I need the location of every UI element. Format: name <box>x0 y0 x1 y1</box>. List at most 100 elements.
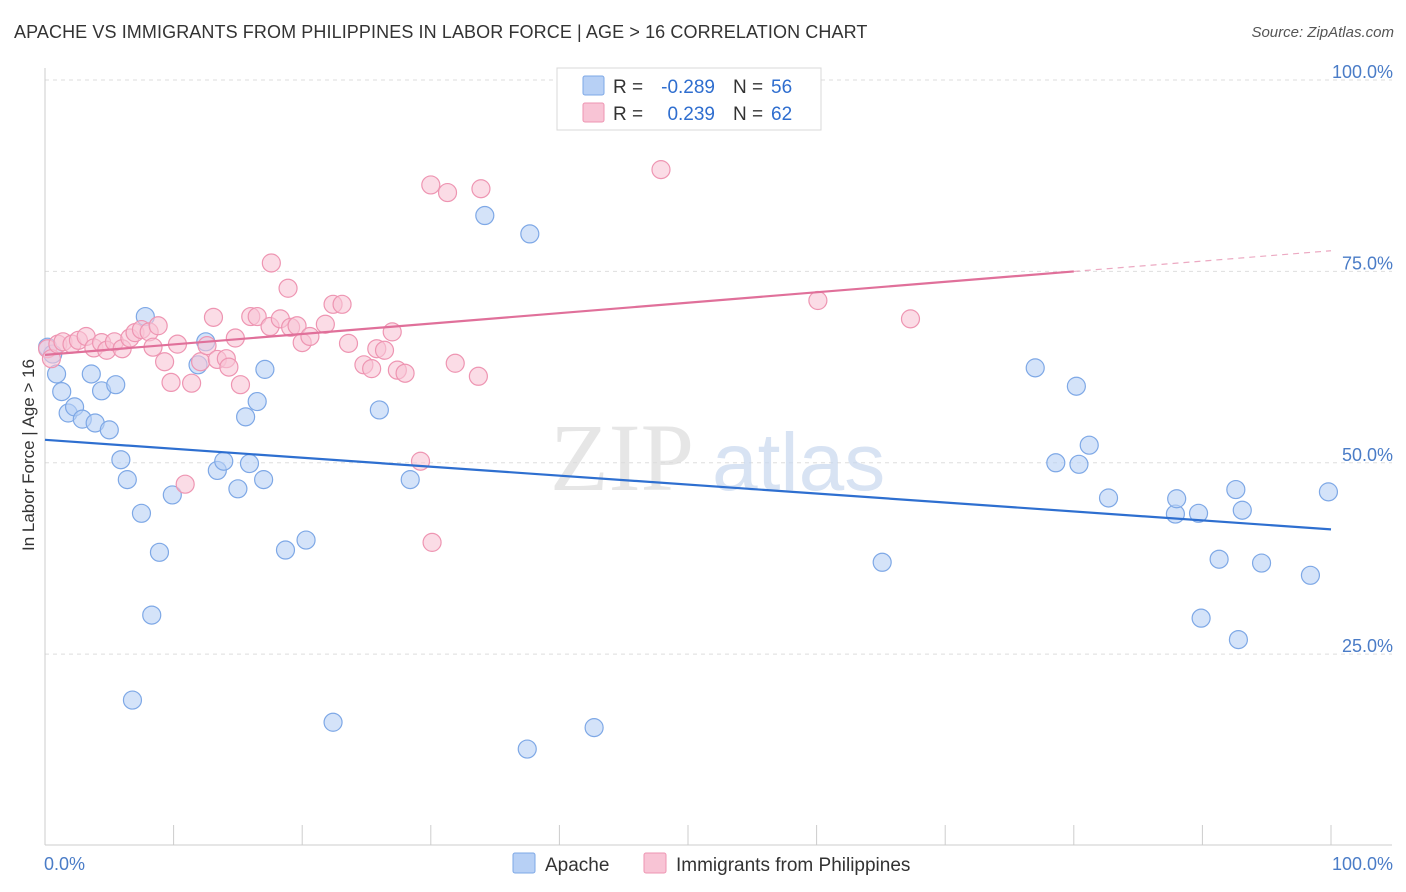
apache-point <box>369 400 389 420</box>
philippines-point <box>230 375 251 395</box>
philippines-point <box>471 179 491 199</box>
legend-swatch-apache <box>582 75 605 96</box>
apache-point <box>149 542 170 562</box>
legend-r-value-philippines: 0.239 <box>667 104 715 125</box>
philippines-point <box>315 314 335 334</box>
y-tick-label: 25.0% <box>1342 636 1393 656</box>
legend-r-label-apache: R = <box>613 77 643 98</box>
philippines-point <box>182 373 202 393</box>
apache-point <box>872 552 892 572</box>
philippines-point <box>161 372 181 393</box>
philippines-point <box>219 357 239 377</box>
apache-point <box>1098 488 1119 508</box>
legend-r-value-apache: -0.289 <box>661 77 715 98</box>
apache-point <box>236 407 256 427</box>
apache-point <box>214 451 234 471</box>
series-philippines <box>37 160 921 552</box>
apache-point <box>142 605 162 625</box>
legend-swatch-philippines <box>582 102 605 123</box>
philippines-point <box>154 352 175 372</box>
legend-box: R = -0.289 N = 56 R = 0.239 N = 62 <box>556 67 822 131</box>
philippines-point <box>437 182 458 203</box>
legend-n-label-apache: N = <box>733 77 763 98</box>
y-tick-label: 75.0% <box>1342 253 1393 273</box>
philippines-point <box>332 294 352 314</box>
apache-point <box>475 205 495 226</box>
legend-r-label-philippines: R = <box>613 104 643 125</box>
bottom-legend-label-philippines: Immigrants from Philippines <box>676 855 910 876</box>
apache-point <box>1188 503 1209 523</box>
philippines-point <box>247 306 267 327</box>
source-credit: Source: ZipAtlas.com <box>1251 24 1394 41</box>
apache-point <box>1232 500 1252 520</box>
trend-line-philippines-extension <box>1073 250 1332 273</box>
apache-point <box>117 470 137 490</box>
apache-point <box>1191 608 1211 628</box>
apache-point <box>247 391 267 412</box>
x-tick-label-end: 100.0% <box>1332 854 1393 874</box>
apache-point <box>228 479 248 499</box>
apache-point <box>239 453 260 474</box>
y-axis-label: In Labor Force | Age > 16 <box>19 359 38 551</box>
apache-point <box>1251 553 1272 573</box>
apache-point <box>1069 454 1089 474</box>
philippines-point <box>468 366 488 386</box>
apache-point <box>52 381 72 402</box>
series-apache <box>37 205 1339 759</box>
apache-point <box>1228 629 1249 650</box>
philippines-point <box>808 290 828 311</box>
philippines-point <box>651 160 671 180</box>
philippines-point <box>261 253 281 273</box>
apache-point <box>1209 549 1229 569</box>
philippines-point <box>374 340 395 360</box>
apache-point <box>584 718 604 738</box>
bottom-legend-swatch-philippines <box>643 852 667 874</box>
trend-lines <box>44 250 1332 531</box>
x-tick-labels: 0.0% 100.0% <box>44 854 1393 874</box>
apache-point <box>1226 479 1246 500</box>
philippines-point <box>175 474 195 494</box>
apache-point <box>162 485 182 505</box>
philippines-point <box>421 175 441 195</box>
apache-point <box>131 503 152 523</box>
apache-point <box>323 712 343 732</box>
apache-point <box>275 540 296 560</box>
apache-point <box>1079 435 1099 455</box>
apache-point <box>517 739 537 759</box>
gridlines <box>45 79 1392 655</box>
philippines-point <box>203 307 224 327</box>
apache-point <box>296 530 316 550</box>
apache-point <box>1167 489 1187 509</box>
philippines-point <box>445 353 465 373</box>
axes <box>44 68 1392 846</box>
apache-point <box>1066 376 1086 396</box>
philippines-point <box>900 309 921 329</box>
watermark: ZIP atlas <box>550 404 885 511</box>
philippines-point <box>300 326 320 347</box>
philippines-point <box>410 451 431 471</box>
legend-n-value-apache: 56 <box>771 77 792 98</box>
legend-n-value-philippines: 62 <box>771 104 792 125</box>
philippines-point <box>148 316 168 336</box>
trend-line-philippines <box>44 270 1074 356</box>
apache-point <box>1318 482 1339 502</box>
apache-point <box>255 359 275 379</box>
trend-line-apache <box>44 438 1332 531</box>
philippines-point <box>422 532 442 552</box>
legend-n-label-philippines: N = <box>733 104 763 125</box>
bottom-legend-label-apache: Apache <box>545 855 609 876</box>
apache-point <box>400 470 420 490</box>
apache-point <box>99 420 119 440</box>
apache-point <box>111 450 131 470</box>
bottom-legend: Apache Immigrants from Philippines <box>512 852 910 876</box>
y-tick-labels: 25.0% 50.0% 75.0% 100.0% <box>1332 62 1393 656</box>
chart-title: APACHE VS IMMIGRANTS FROM PHILIPPINES IN… <box>14 22 868 42</box>
watermark-zip: ZIP <box>550 404 694 511</box>
watermark-atlas: atlas <box>712 417 885 508</box>
philippines-point <box>395 363 415 383</box>
philippines-point <box>338 333 359 353</box>
apache-point <box>122 690 143 710</box>
bottom-legend-swatch-apache <box>512 852 536 874</box>
apache-point <box>1300 565 1321 585</box>
